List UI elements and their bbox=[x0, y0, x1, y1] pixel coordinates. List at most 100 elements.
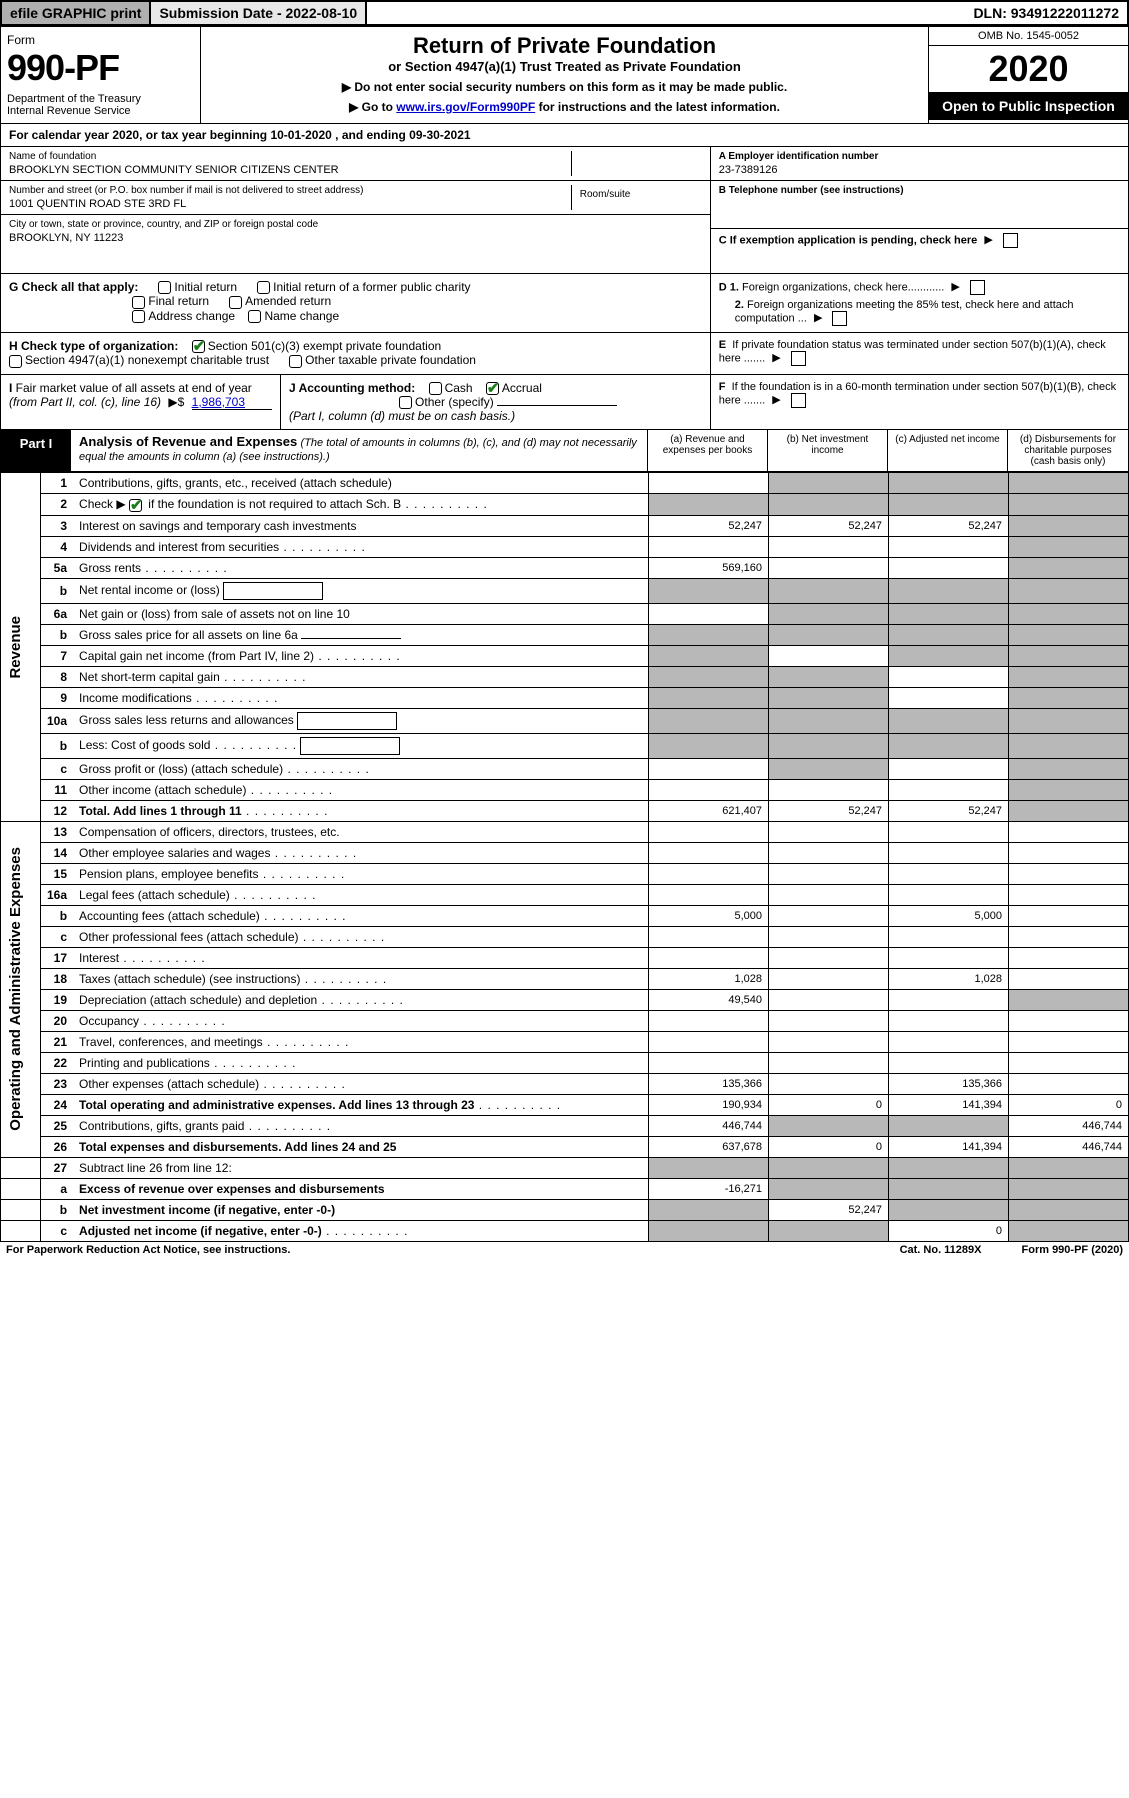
part-1-tab: Part I bbox=[1, 430, 71, 471]
cell-value bbox=[889, 557, 1009, 578]
cell-shaded bbox=[889, 494, 1009, 515]
line-description: Interest on savings and temporary cash i… bbox=[73, 515, 648, 536]
cell-shaded bbox=[649, 494, 769, 515]
revenue-section-label: Revenue bbox=[1, 473, 41, 821]
amended-return-checkbox[interactable] bbox=[229, 296, 242, 309]
table-row: 7Capital gain net income (from Part IV, … bbox=[1, 645, 1129, 666]
cell-value bbox=[889, 821, 1009, 842]
line-description: Taxes (attach schedule) (see instruction… bbox=[73, 968, 648, 989]
cell-value bbox=[649, 758, 769, 779]
line-description: Net rental income or (loss) bbox=[73, 578, 648, 603]
cell-value bbox=[769, 1052, 889, 1073]
line-number: b bbox=[41, 1199, 74, 1220]
address-change-checkbox[interactable] bbox=[132, 310, 145, 323]
cell-shaded bbox=[1009, 473, 1129, 494]
e-checkbox[interactable] bbox=[791, 351, 806, 366]
exemption-checkbox[interactable] bbox=[1003, 233, 1018, 248]
line-description: Net investment income (if negative, ente… bbox=[73, 1199, 648, 1220]
submission-date: Submission Date - 2022-08-10 bbox=[151, 2, 367, 24]
line-number: 13 bbox=[41, 821, 74, 842]
cell-shaded bbox=[1009, 687, 1129, 708]
cell-shaded bbox=[649, 708, 769, 733]
4947a1-checkbox[interactable] bbox=[9, 355, 22, 368]
cell-shaded bbox=[1009, 779, 1129, 800]
d2-checkbox[interactable] bbox=[832, 311, 847, 326]
form-note-1: ▶ Do not enter social security numbers o… bbox=[211, 80, 918, 94]
cell-value bbox=[1009, 926, 1129, 947]
other-taxable-checkbox[interactable] bbox=[289, 355, 302, 368]
cell-value bbox=[649, 926, 769, 947]
line-description: Travel, conferences, and meetings bbox=[73, 1031, 648, 1052]
table-row: 16aLegal fees (attach schedule) bbox=[1, 884, 1129, 905]
cell-value bbox=[889, 947, 1009, 968]
fmv-value[interactable]: 1,986,703 bbox=[192, 395, 272, 410]
cell-value: 0 bbox=[769, 1136, 889, 1157]
form-title: Return of Private Foundation bbox=[211, 33, 918, 59]
header-right: OMB No. 1545-0052 2020 Open to Public In… bbox=[928, 27, 1128, 123]
irs-link[interactable]: www.irs.gov/Form990PF bbox=[396, 100, 535, 114]
accrual-checkbox[interactable] bbox=[486, 382, 499, 395]
line-number: 16a bbox=[41, 884, 74, 905]
final-return-checkbox[interactable] bbox=[132, 296, 145, 309]
cell-shaded bbox=[889, 733, 1009, 758]
cell-value bbox=[649, 603, 769, 624]
cell-value bbox=[769, 645, 889, 666]
initial-return-checkbox[interactable] bbox=[158, 281, 171, 294]
cell-shaded bbox=[889, 603, 1009, 624]
cell-value bbox=[649, 947, 769, 968]
city-value: BROOKLYN, NY 11223 bbox=[9, 232, 702, 244]
d1-checkbox[interactable] bbox=[970, 280, 985, 295]
cell-shaded bbox=[1009, 800, 1129, 821]
table-row: cAdjusted net income (if negative, enter… bbox=[1, 1220, 1129, 1241]
cell-value bbox=[1009, 821, 1129, 842]
table-row: cOther professional fees (attach schedul… bbox=[1, 926, 1129, 947]
cell-value bbox=[889, 1052, 1009, 1073]
cell-shaded bbox=[889, 578, 1009, 603]
line-number: c bbox=[41, 758, 74, 779]
name-change-checkbox[interactable] bbox=[248, 310, 261, 323]
line-description: Total expenses and disbursements. Add li… bbox=[73, 1136, 648, 1157]
form-note-2: ▶ Go to www.irs.gov/Form990PF for instru… bbox=[211, 100, 918, 114]
f-checkbox[interactable] bbox=[791, 393, 806, 408]
table-row: 4Dividends and interest from securities bbox=[1, 536, 1129, 557]
table-row: bNet investment income (if negative, ent… bbox=[1, 1199, 1129, 1220]
other-method-checkbox[interactable] bbox=[399, 396, 412, 409]
line-description: Capital gain net income (from Part IV, l… bbox=[73, 645, 648, 666]
cell-shaded bbox=[1009, 557, 1129, 578]
cell-value bbox=[889, 842, 1009, 863]
line-number: b bbox=[41, 578, 74, 603]
table-row: 17Interest bbox=[1, 947, 1129, 968]
cell-value bbox=[889, 687, 1009, 708]
cell-shaded bbox=[889, 624, 1009, 645]
table-row: 18Taxes (attach schedule) (see instructi… bbox=[1, 968, 1129, 989]
cell-shaded bbox=[649, 624, 769, 645]
initial-return-former-checkbox[interactable] bbox=[257, 281, 270, 294]
cell-shaded bbox=[1009, 645, 1129, 666]
cell-shaded bbox=[769, 758, 889, 779]
line-number: c bbox=[41, 1220, 74, 1241]
cell-value bbox=[889, 1031, 1009, 1052]
501c3-checkbox[interactable] bbox=[192, 340, 205, 353]
cell-value bbox=[769, 884, 889, 905]
form-footer-label: Form 990-PF (2020) bbox=[1022, 1244, 1124, 1256]
cell-value bbox=[769, 863, 889, 884]
cash-checkbox[interactable] bbox=[429, 382, 442, 395]
line-number: 1 bbox=[41, 473, 74, 494]
cell-value bbox=[649, 1031, 769, 1052]
top-bar: efile GRAPHIC print Submission Date - 20… bbox=[0, 0, 1129, 26]
cell-value bbox=[1009, 842, 1129, 863]
page-footer: For Paperwork Reduction Act Notice, see … bbox=[0, 1242, 1129, 1258]
cell-value bbox=[769, 968, 889, 989]
line-number: a bbox=[41, 1178, 74, 1199]
dln-label: DLN: 93491222011272 bbox=[965, 2, 1127, 24]
cell-value bbox=[649, 821, 769, 842]
table-row: 12Total. Add lines 1 through 11621,40752… bbox=[1, 800, 1129, 821]
cell-value bbox=[649, 536, 769, 557]
identification-block: Name of foundation BROOKLYN SECTION COMM… bbox=[0, 147, 1129, 274]
schb-checkbox[interactable] bbox=[129, 499, 142, 512]
cell-shaded bbox=[769, 1115, 889, 1136]
cell-value: 141,394 bbox=[889, 1094, 1009, 1115]
table-row: bNet rental income or (loss) bbox=[1, 578, 1129, 603]
cell-shaded bbox=[769, 666, 889, 687]
table-row: 11Other income (attach schedule) bbox=[1, 779, 1129, 800]
